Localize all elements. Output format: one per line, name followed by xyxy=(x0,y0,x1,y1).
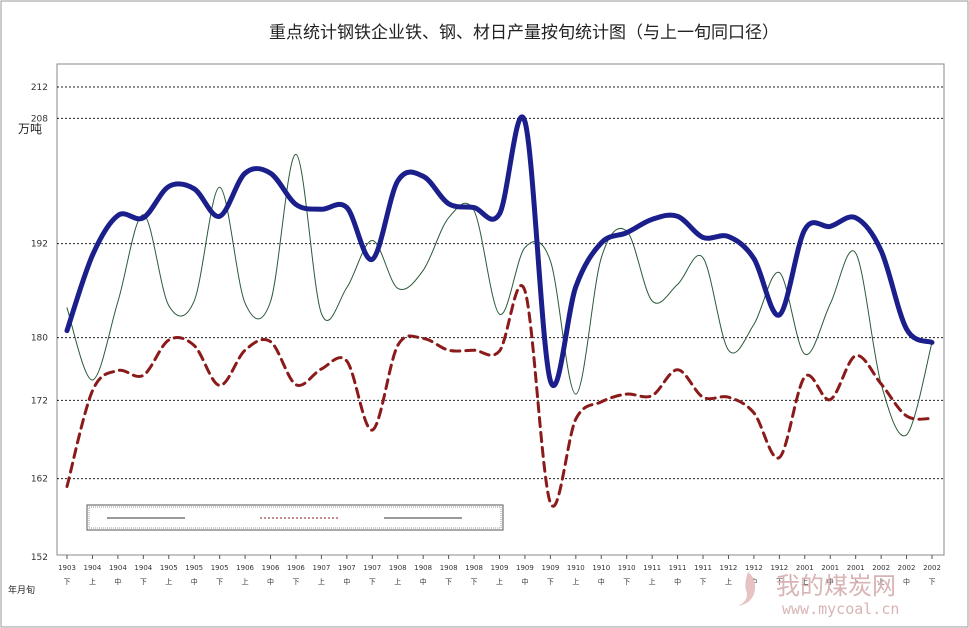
x-tick-label-top: 2001 xyxy=(847,564,865,572)
x-tick-label-bottom: 下 xyxy=(852,578,859,586)
x-tick-label-bottom: 下 xyxy=(292,578,299,586)
plot-area-frame xyxy=(56,63,945,556)
x-tick-label-bottom: 下 xyxy=(776,578,783,586)
x-tick-label-bottom: 中 xyxy=(674,577,681,586)
x-axis-caption: 年月旬 xyxy=(8,584,35,596)
series-line-dashed xyxy=(65,284,934,508)
x-tick-label-bottom: 下 xyxy=(547,578,554,586)
x-tick-label-bottom: 上 xyxy=(89,577,96,586)
x-tick-label-top: 1908 xyxy=(465,564,483,572)
x-tick-label-top: 1906 xyxy=(287,564,305,572)
x-tick-label-top: 1908 xyxy=(440,564,458,572)
x-tick-label-bottom: 中 xyxy=(191,577,198,586)
y-tick-label: 162 xyxy=(31,475,48,485)
x-axis-ticks: 1903 下 1904 上 1904 中 1904 下 1905 上 1905 中 1905 下 1906 上… xyxy=(58,555,941,586)
x-tick-label-bottom: 中 xyxy=(903,577,910,586)
x-tick-label-top: 1908 xyxy=(414,564,432,572)
watermark-text: 我的煤炭网 xyxy=(776,572,896,600)
x-tick-label-top: 1903 xyxy=(58,564,76,572)
series-line-thick_solid xyxy=(64,114,935,388)
x-tick-label-top: 1909 xyxy=(491,564,509,572)
x-tick-label-top: 1904 xyxy=(109,564,127,572)
y-tick-label: 180 xyxy=(31,334,48,344)
y-axis-ticks: 152 162 172 180 192 208 212 xyxy=(31,83,48,563)
x-tick-label-bottom: 下 xyxy=(216,578,223,586)
x-tick-label-top: 2002 xyxy=(898,564,916,572)
x-tick-label-top: 1908 xyxy=(389,564,407,572)
x-tick-label-bottom: 下 xyxy=(140,578,147,586)
series-line-thin_solid xyxy=(66,153,933,437)
y-tick-label: 192 xyxy=(31,240,48,250)
series-lines xyxy=(64,114,935,508)
x-tick-label-bottom: 上 xyxy=(801,577,808,586)
x-tick-label-top: 1912 xyxy=(720,564,738,572)
watermark: 我的煤炭网 www.mycoal.cn xyxy=(738,572,899,618)
x-tick-label-top: 1911 xyxy=(643,564,661,572)
x-tick-label-bottom: 下 xyxy=(64,578,71,586)
x-tick-label-bottom: 中 xyxy=(420,577,427,586)
x-tick-label-top: 1905 xyxy=(185,564,203,572)
x-tick-label-bottom: 中 xyxy=(521,577,528,586)
x-tick-label-bottom: 下 xyxy=(623,578,630,586)
x-tick-label-bottom: 下 xyxy=(929,578,936,586)
x-tick-label-bottom: 上 xyxy=(572,577,579,586)
x-tick-label-bottom: 下 xyxy=(445,578,452,586)
x-tick-label-bottom: 上 xyxy=(318,577,325,586)
x-tick-label-top: 1909 xyxy=(541,564,559,572)
x-tick-label-top: 1904 xyxy=(134,564,152,572)
x-tick-label-top: 2002 xyxy=(923,564,941,572)
x-tick-label-top: 1912 xyxy=(745,564,763,572)
x-tick-label-bottom: 中 xyxy=(827,577,834,586)
x-tick-label-top: 1906 xyxy=(262,564,280,572)
x-tick-label-bottom: 上 xyxy=(242,577,249,586)
x-tick-label-bottom: 中 xyxy=(267,577,274,586)
y-tick-label: 152 xyxy=(31,553,48,563)
x-tick-label-bottom: 上 xyxy=(878,577,885,586)
legend-inner-border xyxy=(88,506,502,529)
x-tick-label-bottom: 中 xyxy=(598,577,605,586)
y-tick-label: 212 xyxy=(31,83,48,93)
x-tick-label-bottom: 上 xyxy=(725,577,732,586)
x-tick-label-top: 1909 xyxy=(516,564,534,572)
x-tick-label-top: 1907 xyxy=(338,564,356,572)
flame-logo-icon xyxy=(738,572,756,606)
x-tick-label-top: 1904 xyxy=(84,564,102,572)
x-tick-label-top: 1907 xyxy=(312,564,330,572)
x-tick-label-bottom: 下 xyxy=(369,578,376,586)
x-tick-label-top: 1905 xyxy=(160,564,178,572)
x-tick-label-bottom: 上 xyxy=(394,577,401,586)
x-tick-label-top: 1911 xyxy=(669,564,687,572)
watermark-url: www.mycoal.cn xyxy=(782,600,899,618)
x-tick-label-top: 1911 xyxy=(694,564,712,572)
x-tick-label-top: 1912 xyxy=(770,564,788,572)
x-tick-label-bottom: 下 xyxy=(471,578,478,586)
x-tick-label-bottom: 上 xyxy=(496,577,503,586)
x-tick-label-top: 1910 xyxy=(618,564,636,572)
x-tick-label-bottom: 中 xyxy=(114,577,121,586)
y-tick-label: 172 xyxy=(31,396,48,406)
x-tick-label-top: 1910 xyxy=(567,564,585,572)
x-tick-label-top: 1910 xyxy=(592,564,610,572)
x-tick-label-top: 1907 xyxy=(363,564,381,572)
chart-title: 重点统计钢铁企业铁、钢、材日产量按旬统计图（与上一旬同口径） xyxy=(269,23,779,43)
y-tick-label: 208 xyxy=(31,114,48,124)
x-tick-label-bottom: 上 xyxy=(165,577,172,586)
x-tick-label-top: 2001 xyxy=(796,564,814,572)
y-axis-unit-label: 万吨 xyxy=(18,122,42,136)
x-tick-label-top: 2001 xyxy=(821,564,839,572)
x-tick-label-bottom: 上 xyxy=(649,577,656,586)
x-tick-label-top: 1905 xyxy=(211,564,229,572)
x-tick-label-bottom: 中 xyxy=(343,577,350,586)
x-tick-label-top: 1906 xyxy=(236,564,254,572)
legend xyxy=(86,504,504,531)
x-tick-label-top: 2002 xyxy=(872,564,890,572)
x-tick-label-bottom: 下 xyxy=(700,578,707,586)
